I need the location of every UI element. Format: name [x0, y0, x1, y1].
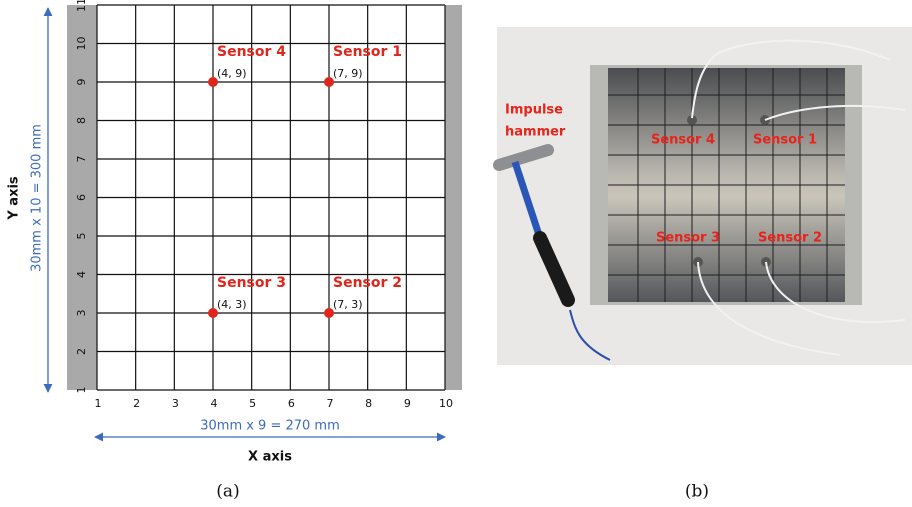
- y-tick-label: 4: [75, 271, 88, 278]
- x-tick-label: 7: [327, 397, 334, 410]
- sensor: [208, 308, 218, 318]
- x-axis-label: X axis: [248, 450, 292, 465]
- y-axis-label: Y axis: [7, 176, 22, 221]
- hammer-label: hammer: [505, 125, 566, 140]
- y-dimension: 30mm x 10 = 300 mm: [30, 124, 45, 272]
- x-tick-label: 1: [95, 397, 102, 410]
- y-tick-label: 1: [75, 387, 88, 394]
- caption: (b): [685, 482, 709, 502]
- x-tick-label: 2: [133, 397, 140, 410]
- sensor-name: Sensor 3: [217, 275, 286, 291]
- y-tick-label: 11: [75, 0, 88, 12]
- photo-sensor-label: Sensor 4: [651, 133, 715, 148]
- x-tick-label: 3: [172, 397, 179, 410]
- y-tick-label: 7: [75, 156, 88, 163]
- y-tick-label: 3: [75, 310, 88, 317]
- x-tick-label: 8: [365, 397, 372, 410]
- sensor-name: Sensor 4: [217, 44, 286, 60]
- left-margin: [67, 5, 97, 390]
- sensor: [324, 77, 334, 87]
- y-tick-label: 6: [75, 194, 88, 201]
- x-tick-label: 4: [211, 397, 218, 410]
- sensor-name: Sensor 1: [333, 44, 402, 60]
- sensor-coord: (7, 3): [333, 298, 363, 311]
- grid: 1 2 3 4 5 6 7 8 9 10 1 2 3 4 5 6 7 8 9 10 11 (4, 9) Sensor 4 (7…: [75, 0, 453, 410]
- sensor-coord: (7, 9): [333, 67, 363, 80]
- hammer-label: Impulse: [505, 103, 563, 118]
- sensor: [208, 77, 218, 87]
- x-tick-label: 9: [404, 397, 411, 410]
- photo: [493, 27, 912, 365]
- sensor-coord: (4, 9): [217, 67, 247, 80]
- sensor: [324, 308, 334, 318]
- x-tick-label: 10: [439, 397, 453, 410]
- y-tick-label: 10: [75, 37, 88, 51]
- x-tick-label: 5: [249, 397, 256, 410]
- x-tick-label: 6: [288, 397, 295, 410]
- right-margin: [445, 5, 462, 390]
- photo-sensor-label: Sensor 3: [656, 231, 720, 246]
- sensor-coord: (4, 3): [217, 298, 247, 311]
- photo-sensor-label: Sensor 2: [758, 231, 822, 246]
- y-tick-label: 8: [75, 117, 88, 124]
- y-tick-label: 9: [75, 79, 88, 86]
- photo-sensor-label: Sensor 1: [753, 133, 817, 148]
- x-dimension: 30mm x 9 = 270 mm: [200, 419, 340, 434]
- sensor-name: Sensor 2: [333, 275, 402, 291]
- y-tick-label: 2: [75, 348, 88, 355]
- caption: (a): [216, 482, 239, 502]
- y-tick-label: 5: [75, 233, 88, 240]
